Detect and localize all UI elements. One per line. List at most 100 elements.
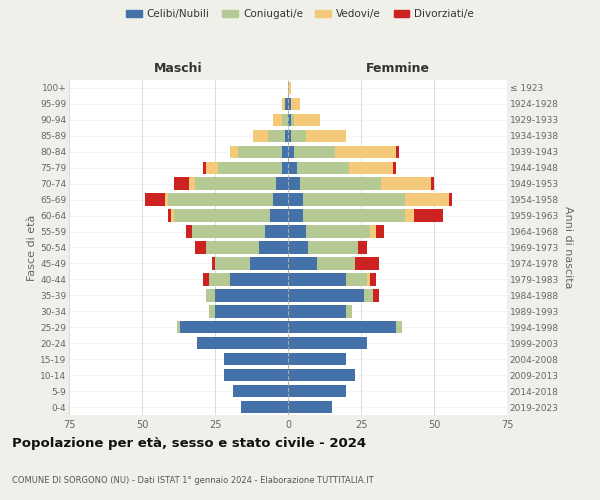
Bar bbox=[431, 178, 434, 190]
Bar bbox=[180, 321, 288, 334]
Bar bbox=[346, 305, 352, 318]
Bar bbox=[259, 242, 288, 254]
Bar bbox=[282, 146, 288, 158]
Text: Maschi: Maschi bbox=[154, 62, 203, 75]
Bar bbox=[285, 98, 288, 110]
Bar bbox=[274, 114, 282, 126]
Bar bbox=[194, 178, 277, 190]
Bar bbox=[250, 257, 288, 270]
Bar bbox=[282, 114, 288, 126]
Bar bbox=[288, 401, 332, 413]
Bar bbox=[218, 162, 282, 174]
Bar bbox=[382, 178, 431, 190]
Bar bbox=[230, 273, 288, 285]
Bar bbox=[265, 226, 288, 238]
Bar bbox=[209, 273, 230, 285]
Bar bbox=[288, 146, 294, 158]
Bar bbox=[349, 162, 393, 174]
Bar bbox=[288, 289, 364, 302]
Bar bbox=[288, 130, 291, 142]
Bar bbox=[413, 210, 443, 222]
Bar bbox=[308, 242, 358, 254]
Bar bbox=[288, 194, 302, 206]
Bar bbox=[299, 178, 382, 190]
Bar bbox=[282, 162, 288, 174]
Text: COMUNE DI SORGONO (NU) - Dati ISTAT 1° gennaio 2024 - Elaborazione TUTTITALIA.IT: COMUNE DI SORGONO (NU) - Dati ISTAT 1° g… bbox=[12, 476, 374, 485]
Bar bbox=[189, 178, 194, 190]
Bar bbox=[297, 162, 349, 174]
Bar bbox=[376, 226, 385, 238]
Bar bbox=[364, 289, 373, 302]
Bar bbox=[209, 305, 215, 318]
Bar bbox=[370, 273, 376, 285]
Bar bbox=[288, 321, 396, 334]
Bar bbox=[405, 194, 449, 206]
Bar bbox=[370, 226, 376, 238]
Bar bbox=[145, 194, 166, 206]
Bar bbox=[288, 305, 346, 318]
Bar bbox=[206, 162, 218, 174]
Bar bbox=[241, 401, 288, 413]
Bar bbox=[168, 210, 171, 222]
Bar bbox=[230, 146, 238, 158]
Bar bbox=[186, 226, 191, 238]
Bar bbox=[288, 210, 302, 222]
Bar bbox=[305, 226, 370, 238]
Bar bbox=[277, 178, 288, 190]
Bar bbox=[203, 273, 209, 285]
Bar bbox=[288, 82, 291, 94]
Bar bbox=[291, 114, 294, 126]
Bar bbox=[358, 242, 367, 254]
Bar bbox=[268, 130, 285, 142]
Bar bbox=[367, 273, 370, 285]
Bar bbox=[206, 242, 259, 254]
Bar bbox=[288, 257, 317, 270]
Bar bbox=[288, 242, 308, 254]
Bar bbox=[396, 321, 402, 334]
Bar bbox=[274, 194, 288, 206]
Bar bbox=[224, 353, 288, 366]
Bar bbox=[253, 130, 268, 142]
Y-axis label: Fasce di età: Fasce di età bbox=[27, 214, 37, 280]
Bar bbox=[238, 146, 282, 158]
Bar bbox=[174, 178, 189, 190]
Bar bbox=[224, 369, 288, 382]
Bar bbox=[215, 257, 250, 270]
Bar bbox=[271, 210, 288, 222]
Bar bbox=[288, 337, 367, 349]
Bar bbox=[291, 98, 299, 110]
Bar bbox=[288, 98, 291, 110]
Bar bbox=[405, 210, 413, 222]
Bar bbox=[288, 385, 346, 398]
Bar bbox=[335, 146, 396, 158]
Bar bbox=[282, 98, 285, 110]
Text: Popolazione per età, sesso e stato civile - 2024: Popolazione per età, sesso e stato civil… bbox=[12, 437, 366, 450]
Legend: Celibi/Nubili, Coniugati/e, Vedovi/e, Divorziati/e: Celibi/Nubili, Coniugati/e, Vedovi/e, Di… bbox=[122, 5, 478, 24]
Bar bbox=[373, 289, 379, 302]
Bar bbox=[294, 114, 320, 126]
Bar bbox=[288, 162, 297, 174]
Bar bbox=[215, 305, 288, 318]
Bar bbox=[194, 242, 206, 254]
Bar bbox=[191, 226, 265, 238]
Bar bbox=[177, 321, 180, 334]
Bar bbox=[206, 289, 215, 302]
Bar bbox=[294, 146, 335, 158]
Text: Femmine: Femmine bbox=[365, 62, 430, 75]
Bar bbox=[288, 226, 305, 238]
Bar bbox=[305, 130, 346, 142]
Bar bbox=[288, 353, 346, 366]
Bar bbox=[355, 257, 379, 270]
Bar bbox=[346, 273, 367, 285]
Bar bbox=[288, 273, 346, 285]
Bar bbox=[291, 130, 305, 142]
Bar bbox=[302, 194, 405, 206]
Bar bbox=[171, 210, 174, 222]
Bar bbox=[212, 257, 215, 270]
Bar bbox=[285, 130, 288, 142]
Bar bbox=[393, 162, 396, 174]
Bar bbox=[166, 194, 168, 206]
Bar bbox=[174, 210, 271, 222]
Bar bbox=[288, 114, 291, 126]
Bar bbox=[168, 194, 274, 206]
